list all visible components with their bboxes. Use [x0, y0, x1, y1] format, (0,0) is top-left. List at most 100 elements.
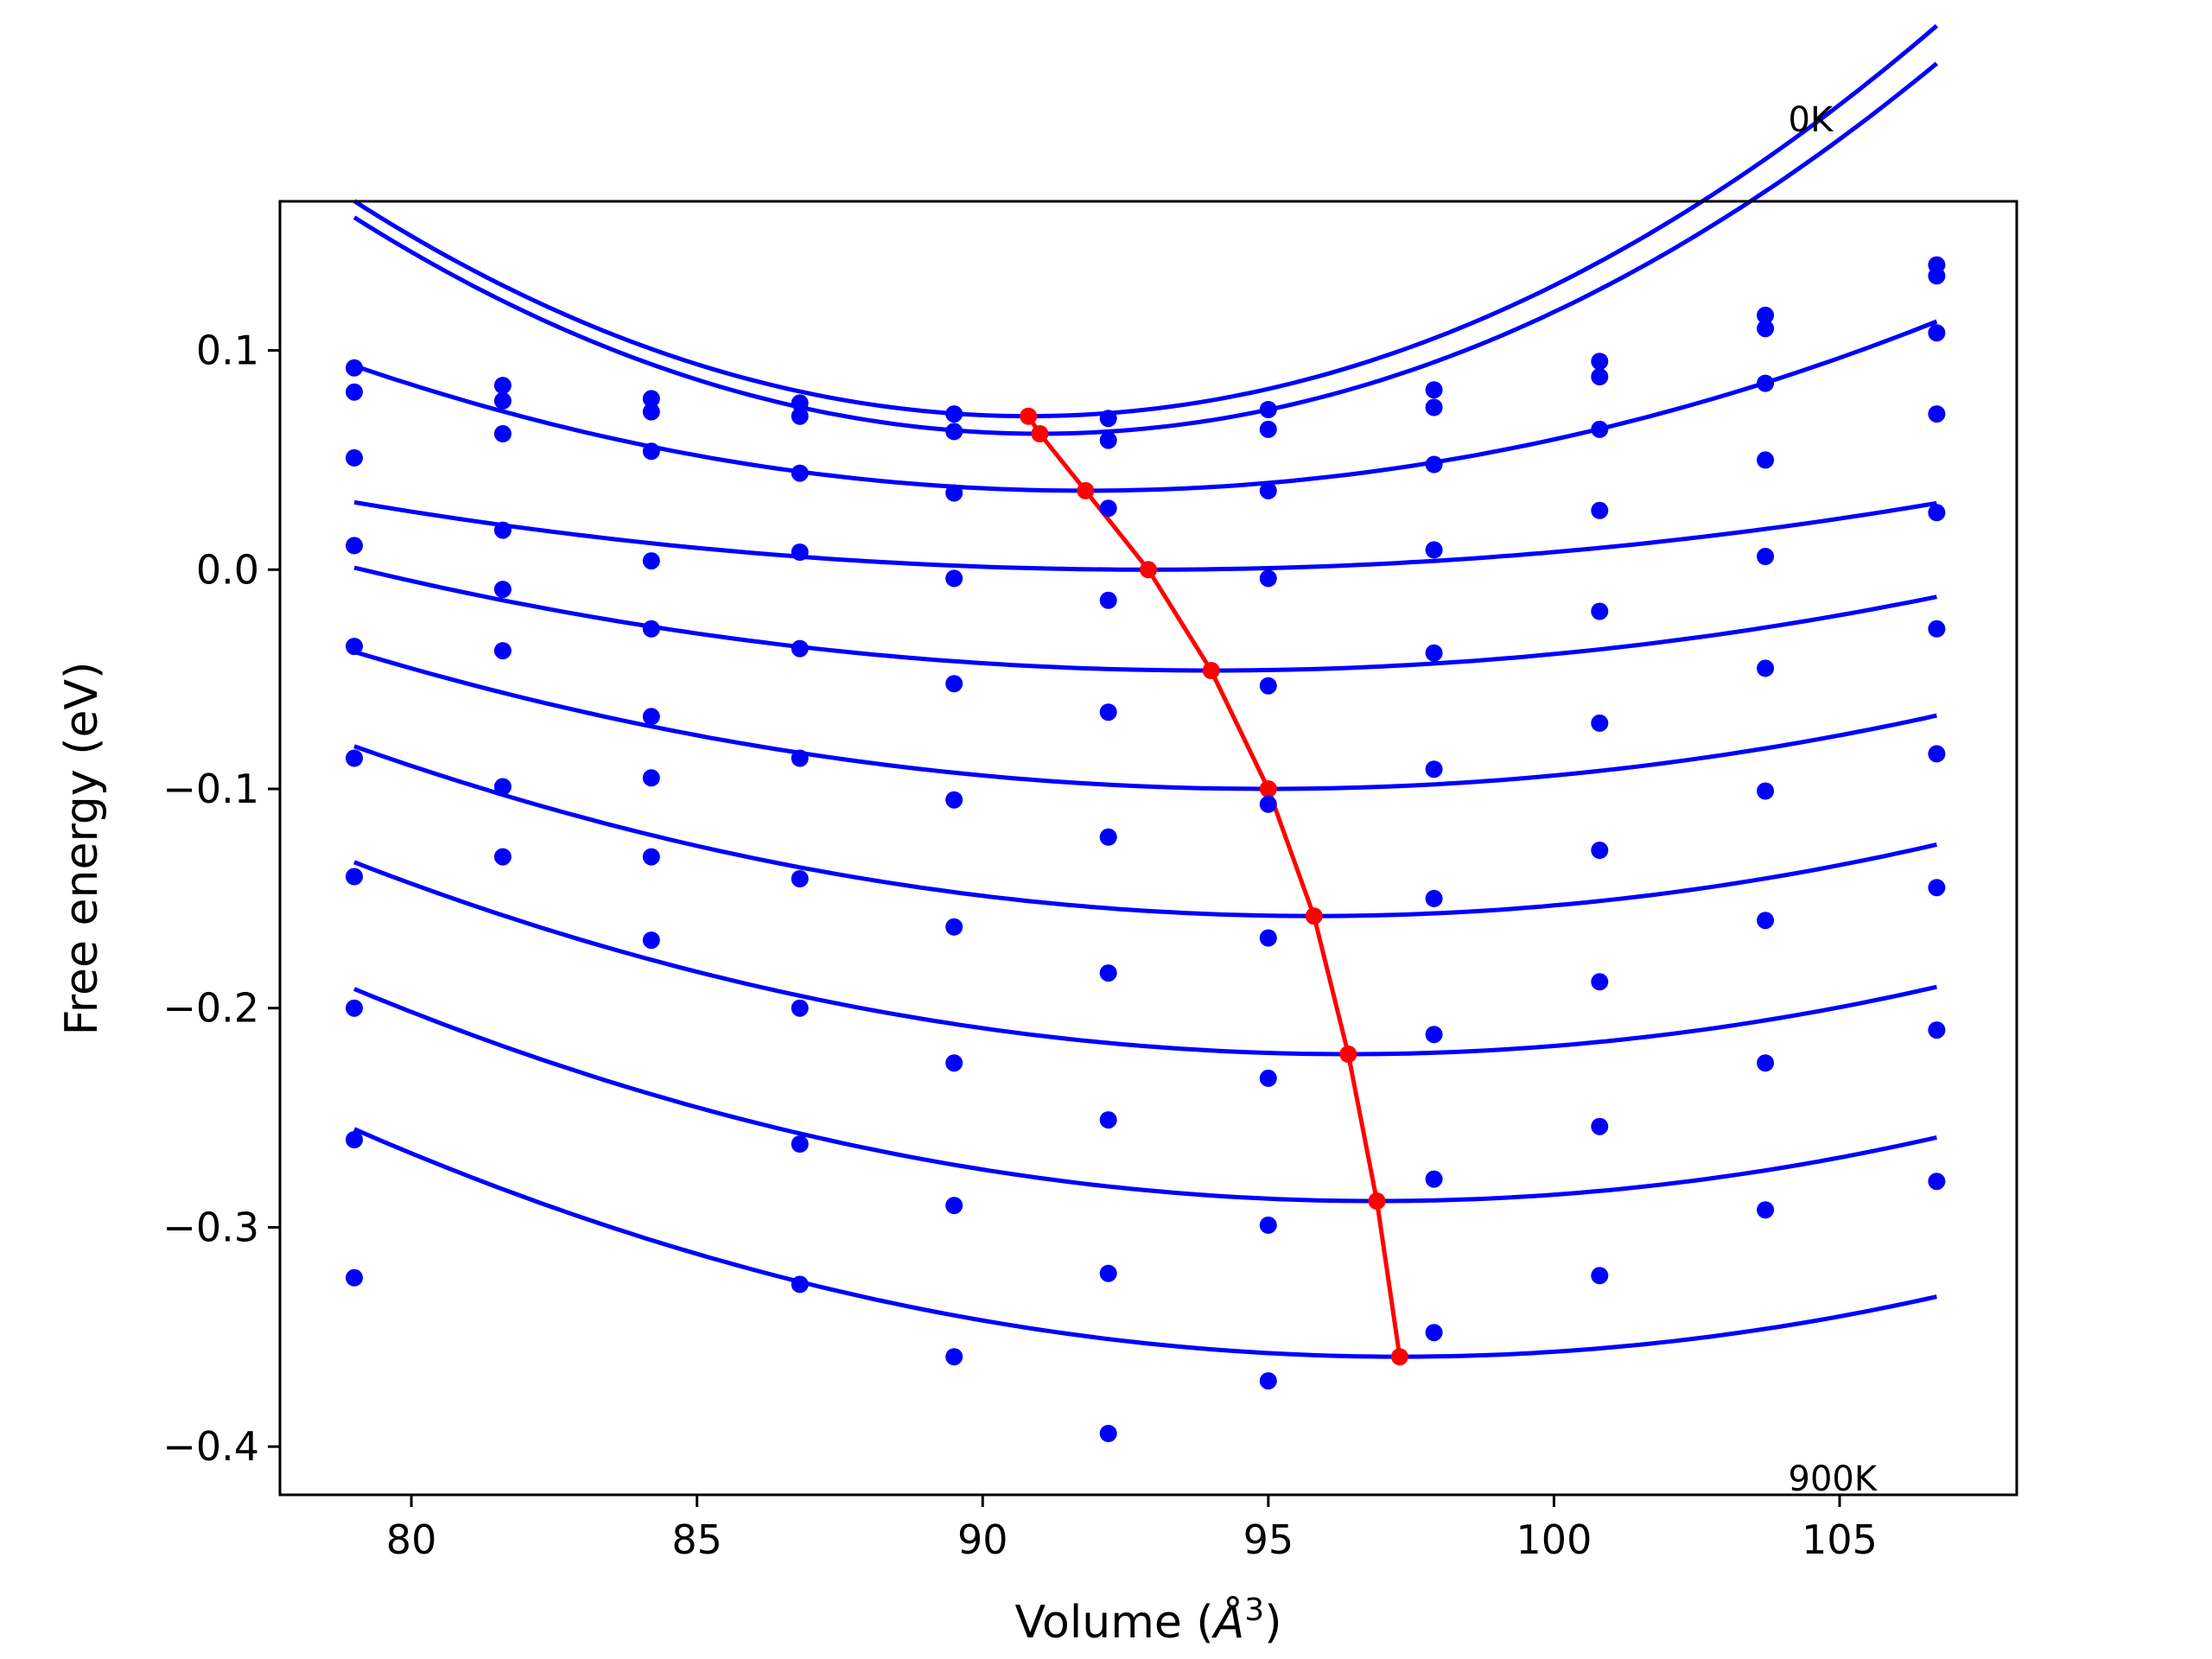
data-point: [642, 708, 660, 726]
data-point: [1259, 677, 1277, 695]
y-axis-label: Free energy (eV): [56, 662, 108, 1036]
data-point: [791, 407, 809, 425]
data-point: [1757, 912, 1775, 930]
fit-curve-7: [353, 744, 1937, 918]
data-point: [791, 999, 809, 1017]
data-point: [493, 521, 512, 539]
fit-curve-5: [353, 565, 1937, 673]
data-point: [1757, 320, 1775, 338]
minimum-point: [1259, 780, 1277, 798]
minimum-point: [1368, 1192, 1386, 1210]
data-point: [1099, 703, 1117, 721]
minimum-point: [1305, 907, 1323, 925]
data-point: [1591, 353, 1609, 371]
data-point: [1757, 374, 1775, 392]
data-point: [1099, 410, 1117, 428]
data-point: [1425, 455, 1443, 474]
y-tick-label: −0.3: [162, 1204, 259, 1250]
data-point: [346, 638, 363, 656]
x-tick-label: 80: [386, 1516, 437, 1563]
data-point: [642, 769, 660, 787]
data-point: [1928, 267, 1946, 285]
data-point: [1425, 541, 1443, 559]
data-point: [1259, 481, 1277, 499]
data-point: [1099, 431, 1117, 449]
data-point: [493, 581, 512, 599]
minimum-point: [1140, 561, 1157, 579]
data-point: [1259, 401, 1277, 418]
data-point: [1425, 381, 1443, 399]
data-point: [493, 642, 512, 660]
data-point: [1099, 591, 1117, 609]
annotation-label: 900K: [1789, 1459, 1878, 1499]
data-point: [1928, 405, 1946, 423]
data-point: [1928, 1021, 1946, 1039]
fit-curves: [353, 23, 1939, 1359]
minimum-point: [1077, 481, 1095, 499]
data-point: [1757, 306, 1775, 324]
x-tick-label: 90: [957, 1516, 1008, 1563]
data-point: [1757, 1201, 1775, 1219]
minimum-point: [1390, 1348, 1408, 1366]
data-point: [346, 359, 363, 377]
y-tick-label: −0.1: [162, 766, 259, 812]
minimum-point: [1339, 1046, 1357, 1063]
data-point: [1099, 828, 1117, 846]
x-tick-label: 105: [1802, 1516, 1878, 1563]
data-point: [945, 1054, 963, 1072]
data-point: [1425, 398, 1443, 416]
data-point: [945, 675, 963, 693]
data-point: [791, 543, 809, 561]
data-point: [1259, 569, 1277, 588]
data-point: [1425, 760, 1443, 779]
data-point: [346, 383, 363, 401]
data-point: [1591, 1267, 1609, 1285]
minimum-point: [1031, 425, 1049, 442]
data-point: [791, 639, 809, 658]
minima-curve: [1020, 407, 1408, 1366]
fit-curve-9: [353, 987, 1937, 1204]
data-point: [1591, 973, 1609, 991]
data-point: [945, 1197, 963, 1215]
x-tick-label: 95: [1243, 1516, 1294, 1563]
data-point: [1928, 324, 1946, 342]
data-point: [1928, 879, 1946, 897]
data-point: [1757, 548, 1775, 565]
fit-curve-8: [353, 860, 1937, 1057]
data-point: [1591, 1117, 1609, 1135]
data-point: [642, 390, 660, 408]
annotations: 0K 900K: [1789, 100, 1878, 1499]
fit-curve-3: [353, 319, 1938, 493]
y-axis-ticks: 0.1 0.0 −0.1 −0.2 −0.3 −0.4: [162, 327, 280, 1470]
data-point: [945, 569, 963, 588]
plot-frame: [278, 200, 2018, 1497]
data-point: [346, 537, 363, 555]
data-point: [1425, 1170, 1443, 1188]
data-point: [1591, 501, 1609, 519]
data-point: [642, 552, 660, 570]
data-point: [493, 425, 512, 442]
data-point: [493, 377, 512, 395]
data-point: [791, 1275, 809, 1294]
fit-curve-1: [353, 23, 1939, 419]
data-point: [945, 918, 963, 936]
data-point: [791, 464, 809, 482]
data-point: [1591, 420, 1609, 438]
data-point: [642, 403, 660, 421]
fit-curve-10: [353, 1127, 1937, 1359]
data-point: [346, 749, 363, 767]
data-point: [642, 620, 660, 638]
data-point: [1425, 1026, 1443, 1044]
y-tick-label: 0.0: [196, 546, 259, 593]
data-point: [791, 870, 809, 887]
data-point: [791, 1135, 809, 1153]
data-point: [1928, 1173, 1946, 1191]
data-point: [945, 484, 963, 502]
data-point: [346, 448, 363, 467]
data-point: [1757, 1054, 1775, 1072]
data-point: [1099, 499, 1117, 518]
data-point: [1425, 644, 1443, 662]
data-point: [1757, 451, 1775, 469]
data-point: [1425, 889, 1443, 907]
